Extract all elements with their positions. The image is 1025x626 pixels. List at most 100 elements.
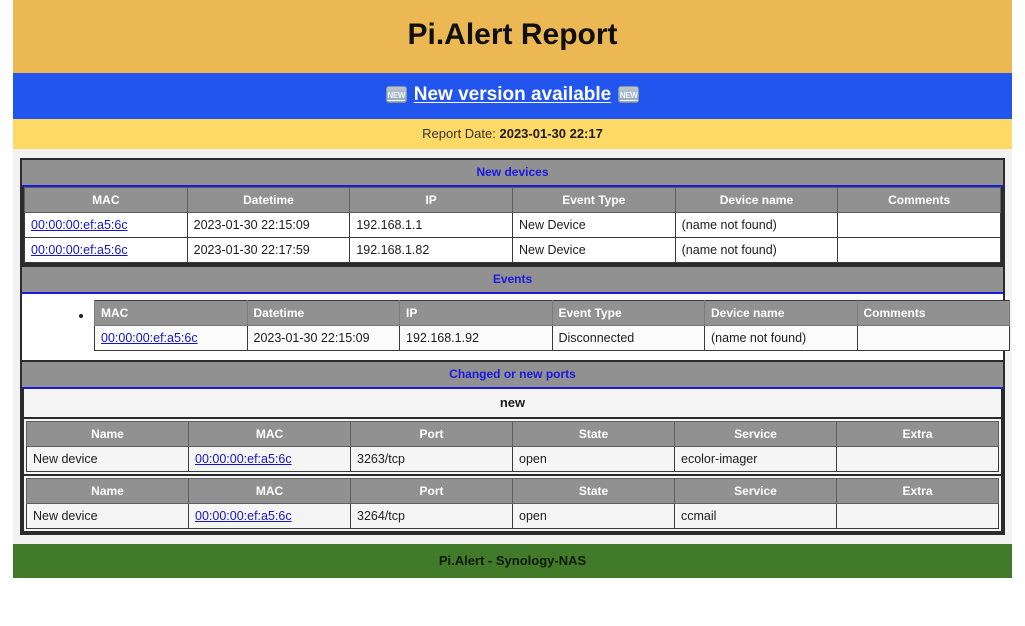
report-date-bar: Report Date: 2023-01-30 22:17 — [13, 118, 1012, 149]
report-date-value: 2023-01-30 22:17 — [499, 125, 603, 141]
column-header-extra: Extra — [836, 477, 999, 504]
table-row: New device 00:00:00:ef:a5:6c 3264/tcp op… — [26, 502, 999, 529]
new-version-label: New version available — [413, 83, 612, 105]
new-version-link[interactable]: NEW New version available NEW — [385, 83, 640, 106]
cell-port: 3264/tcp — [350, 502, 513, 529]
ports-table-2: Name MAC Port State Service Extra New de… — [26, 477, 999, 529]
column-header-device-name: Device name — [674, 186, 839, 213]
cell-port: 3263/tcp — [350, 445, 513, 472]
cell-ip: 192.168.1.82 — [349, 236, 513, 263]
table-header-row: Name MAC Port State Service Extra — [26, 477, 999, 504]
cell-state: open — [512, 502, 675, 529]
mac-link[interactable]: 00:00:00:ef:a5:6c — [195, 508, 292, 523]
page-footer: Pi.Alert - Synology-NAS — [13, 543, 1012, 578]
column-header-event-type: Event Type — [511, 186, 676, 213]
column-header-mac: MAC — [24, 186, 188, 213]
section-title-ports: Changed or new ports — [22, 361, 1003, 389]
table-row: 00:00:00:ef:a5:6c 2023-01-30 22:15:09 19… — [94, 324, 1010, 351]
table-header-row: MAC Datetime IP Event Type Device name C… — [94, 300, 1010, 326]
cell-datetime: 2023-01-30 22:15:09 — [186, 211, 351, 238]
cell-name: New device — [26, 445, 189, 472]
new-devices-table: MAC Datetime IP Event Type Device name C… — [24, 186, 1001, 263]
cell-comments — [856, 324, 1010, 351]
cell-mac: 00:00:00:ef:a5:6c — [188, 502, 351, 529]
cell-device-name: (name not found) — [674, 211, 839, 238]
column-header-mac: MAC — [188, 420, 351, 447]
section-ports: Changed or new ports new Name MAC Port S… — [20, 359, 1005, 535]
cell-mac: 00:00:00:ef:a5:6c — [24, 211, 188, 238]
column-header-datetime: Datetime — [186, 186, 351, 213]
cell-name: New device — [26, 502, 189, 529]
column-header-mac: MAC — [188, 477, 351, 504]
cell-service: ecolor-imager — [674, 445, 837, 472]
mac-link[interactable]: 00:00:00:ef:a5:6c — [31, 242, 128, 257]
column-header-datetime: Datetime — [246, 300, 400, 326]
ports-table-1: Name MAC Port State Service Extra New de… — [26, 420, 999, 472]
column-header-comments: Comments — [837, 186, 1001, 213]
section-title-new-devices: New devices — [22, 159, 1003, 187]
mac-link[interactable]: 00:00:00:ef:a5:6c — [195, 451, 292, 466]
column-header-extra: Extra — [836, 420, 999, 447]
cell-comments — [837, 236, 1001, 263]
cell-device-name: (name not found) — [674, 236, 839, 263]
cell-event-type: Disconnected — [551, 324, 705, 351]
cell-datetime: 2023-01-30 22:15:09 — [246, 324, 400, 351]
cell-ip: 192.168.1.1 — [349, 211, 513, 238]
column-header-state: State — [512, 477, 675, 504]
table-header-row: MAC Datetime IP Event Type Device name C… — [24, 186, 1001, 213]
mac-link[interactable]: 00:00:00:ef:a5:6c — [101, 330, 198, 345]
section-title-events: Events — [22, 266, 1003, 294]
section-events: Events MAC Datetime IP Event Type Devi — [20, 264, 1010, 360]
version-banner: NEW New version available NEW — [13, 72, 1012, 119]
cell-extra — [836, 445, 999, 472]
column-header-state: State — [512, 420, 675, 447]
cell-event-type: New Device — [511, 236, 676, 263]
footer-spacer — [13, 534, 1012, 544]
cell-comments — [837, 211, 1001, 238]
cell-mac: 00:00:00:ef:a5:6c — [24, 236, 188, 263]
list-item: MAC Datetime IP Event Type Device name C… — [94, 299, 1010, 351]
new-badge-icon-right: NEW — [618, 86, 640, 103]
column-header-ip: IP — [349, 186, 513, 213]
cell-service: ccmail — [674, 502, 837, 529]
cell-mac: 00:00:00:ef:a5:6c — [94, 324, 248, 351]
table-header-row: Name MAC Port State Service Extra — [26, 420, 999, 447]
cell-mac: 00:00:00:ef:a5:6c — [188, 445, 351, 472]
column-header-service: Service — [674, 420, 837, 447]
events-table: MAC Datetime IP Event Type Device name C… — [94, 299, 1010, 351]
ports-group-2: Name MAC Port State Service Extra New de… — [22, 475, 1003, 533]
column-header-comments: Comments — [856, 300, 1010, 326]
section-new-devices: New devices MAC Datetime IP Event Type D… — [20, 157, 1005, 265]
section-body-new-devices: MAC Datetime IP Event Type Device name C… — [22, 186, 1003, 265]
table-row: New device 00:00:00:ef:a5:6c 3263/tcp op… — [26, 445, 999, 472]
page-title: Pi.Alert Report — [407, 18, 618, 51]
title-bar: Pi.Alert Report — [13, 0, 1012, 73]
cell-device-name: (name not found) — [704, 324, 858, 351]
report-date-label: Report Date: — [422, 125, 496, 141]
cell-datetime: 2023-01-30 22:17:59 — [186, 236, 351, 263]
column-header-event-type: Event Type — [551, 300, 705, 326]
column-header-device-name: Device name — [704, 300, 858, 326]
section-body-events: MAC Datetime IP Event Type Device name C… — [22, 293, 1010, 360]
mac-link[interactable]: 00:00:00:ef:a5:6c — [31, 217, 128, 232]
events-list: MAC Datetime IP Event Type Device name C… — [22, 299, 1010, 351]
new-devices-table-wrap: MAC Datetime IP Event Type Device name C… — [22, 186, 1003, 265]
report-content: New devices MAC Datetime IP Event Type D… — [13, 148, 1012, 535]
ports-subtitle: new — [22, 388, 1003, 419]
new-badge-icon-left: NEW — [385, 86, 407, 103]
column-header-service: Service — [674, 477, 837, 504]
cell-extra — [836, 502, 999, 529]
ports-group-1: Name MAC Port State Service Extra New de… — [22, 418, 1003, 476]
cell-state: open — [512, 445, 675, 472]
column-header-port: Port — [350, 477, 513, 504]
column-header-mac: MAC — [94, 300, 248, 326]
column-header-port: Port — [350, 420, 513, 447]
cell-event-type: New Device — [511, 211, 676, 238]
cell-ip: 192.168.1.92 — [399, 324, 553, 351]
table-row: 00:00:00:ef:a5:6c 2023-01-30 22:15:09 19… — [24, 211, 1001, 238]
column-header-ip: IP — [399, 300, 553, 326]
section-body-ports: new Name MAC Port State Service Extra — [22, 388, 1003, 533]
top-banners: Pi.Alert Report NEW New version availabl… — [13, 0, 1012, 149]
table-row: 00:00:00:ef:a5:6c 2023-01-30 22:17:59 19… — [24, 236, 1001, 263]
